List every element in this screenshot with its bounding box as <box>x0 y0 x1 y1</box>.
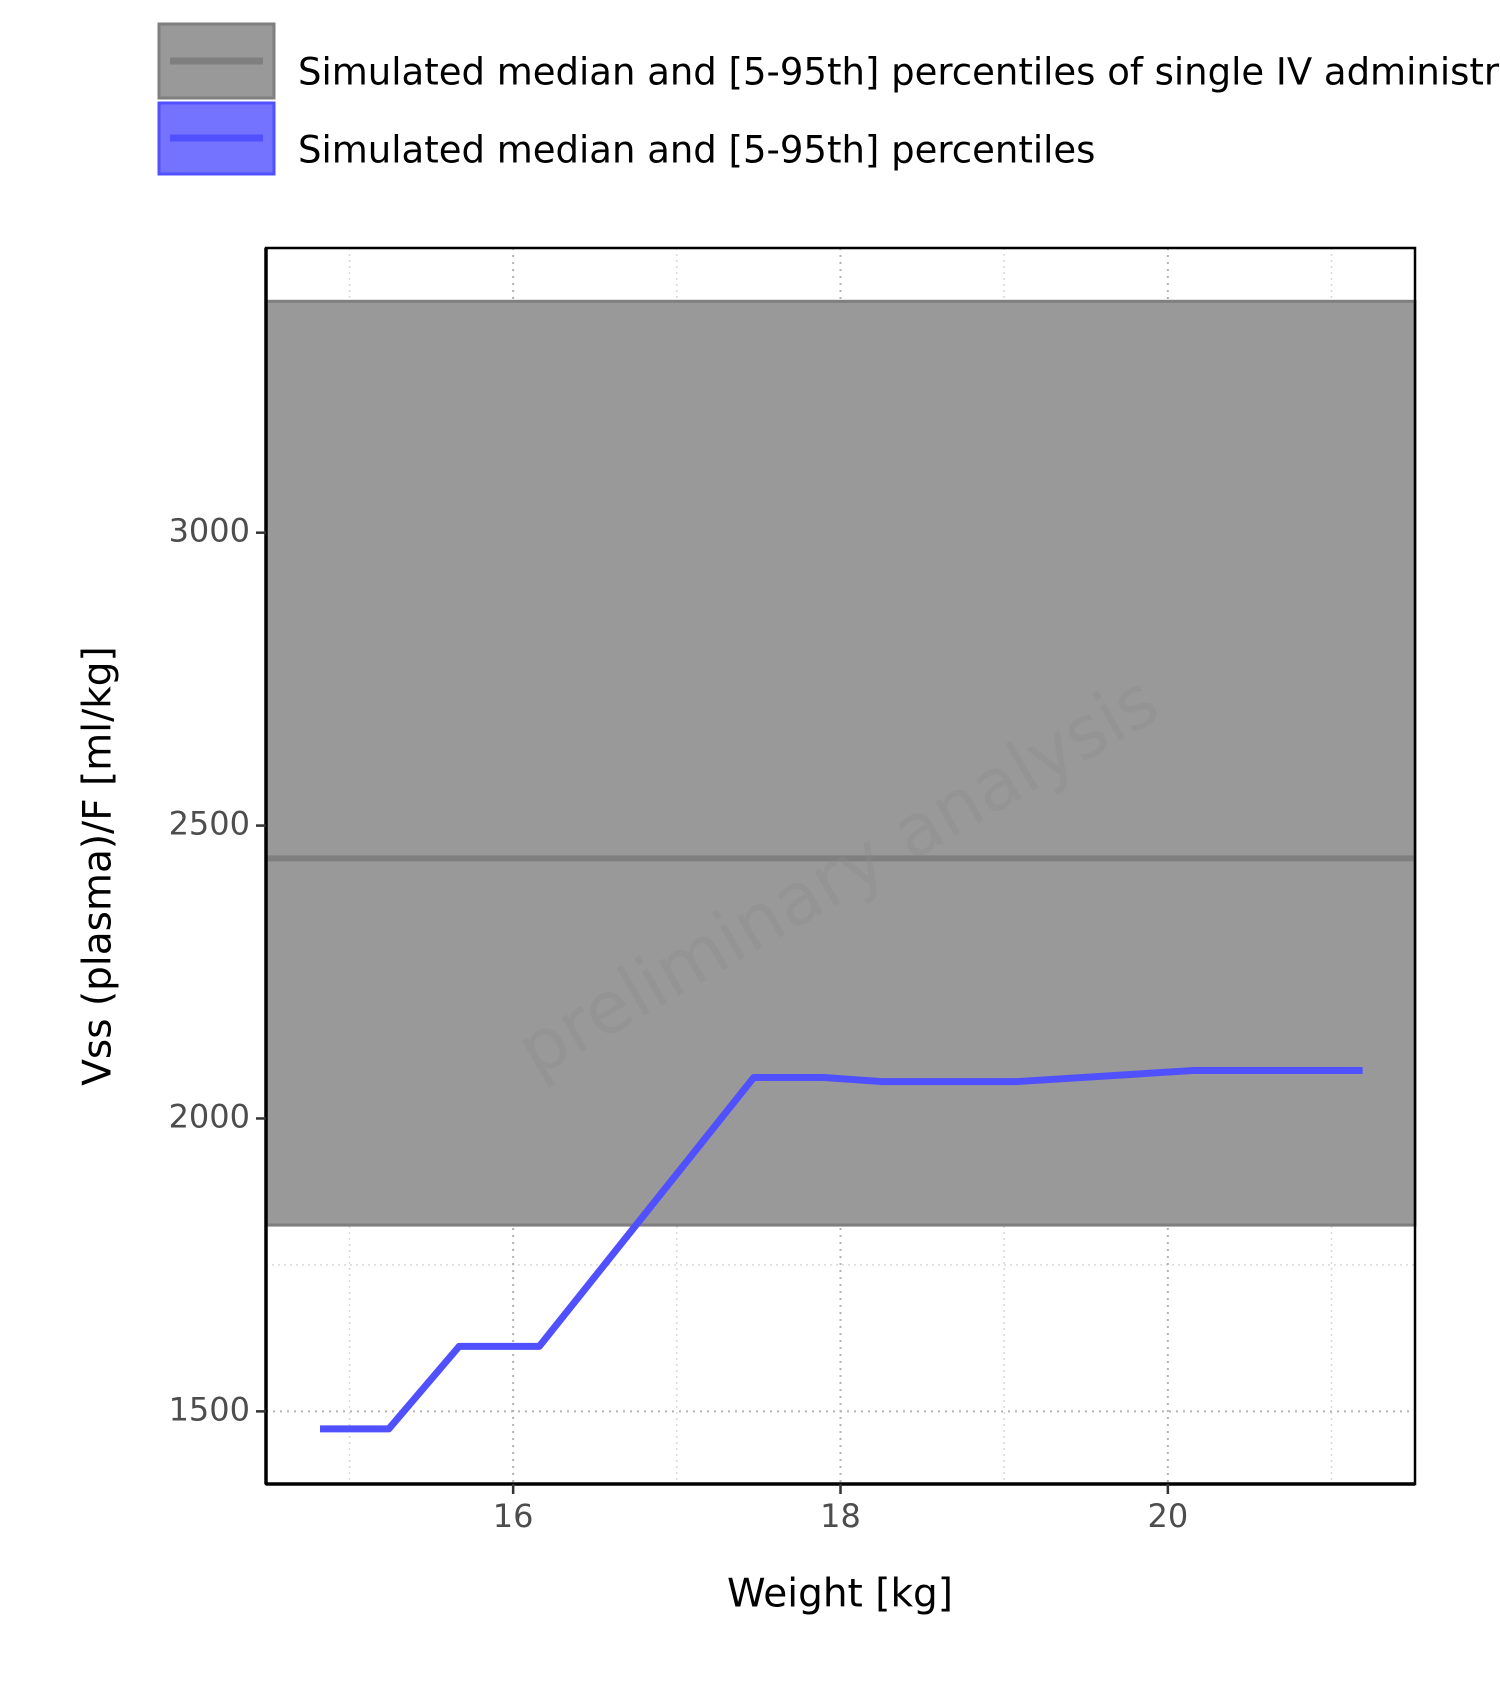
x-tick-label: 20 <box>1147 1497 1188 1535</box>
x-tick-label: 16 <box>493 1497 534 1535</box>
x-tick-label: 18 <box>820 1497 861 1535</box>
legend-label: Simulated median and [5-95th] percentile… <box>298 129 1095 172</box>
x-axis-title: Weight [kg] <box>727 1572 953 1617</box>
percentile-band <box>264 299 1417 1227</box>
y-tick-label: 2500 <box>169 805 250 843</box>
legend-label: Simulated median and [5-95th] percentile… <box>298 51 1500 94</box>
y-tick-label: 2000 <box>169 1097 250 1135</box>
y-tick-label: 3000 <box>169 512 250 550</box>
data-line <box>320 1066 1363 1433</box>
y-tick-label: 1500 <box>169 1390 250 1428</box>
y-axis-title: Vss (plasma)/F [ml/kg] <box>76 646 121 1086</box>
